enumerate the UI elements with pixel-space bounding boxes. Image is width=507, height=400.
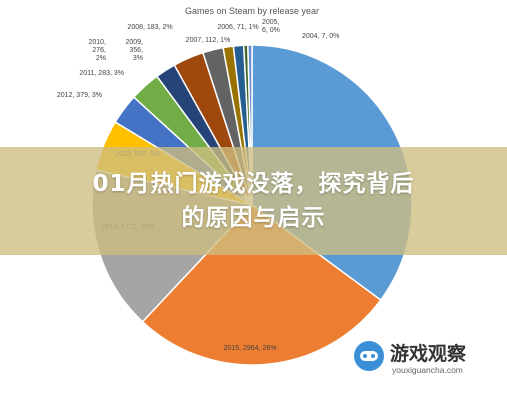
gamepad-icon — [354, 341, 384, 371]
watermark-name: 游戏观察 — [390, 343, 467, 365]
slice-label-2010: 2010, 276, 2% — [88, 39, 106, 62]
slice-label-2015: 2015, 2964, 26% — [224, 345, 277, 352]
slice-label-2011: 2011, 283, 3% — [79, 70, 124, 77]
slice-label-2012: 2012, 379, 3% — [57, 92, 102, 99]
watermark-url: youxiguancha.com — [392, 365, 463, 375]
slice-label-2009: 2009, 356, 3% — [125, 39, 143, 62]
chart-title: Games on Steam by release year — [185, 6, 319, 16]
slice-label-2005: 2005, 6, 0% — [262, 19, 280, 34]
slice-label-2007: 2007, 112, 1% — [186, 37, 231, 44]
slice-label-2006: 2006, 71, 1% — [217, 24, 258, 31]
headline-line-2: 的原因与启示 — [181, 205, 326, 231]
headline-banner: 01月热门游戏没落，探究背后 的原因与启示 — [0, 147, 507, 255]
site-watermark: 游戏观察 youxiguancha.com — [352, 335, 502, 383]
pie-slice-2015 — [141, 204, 382, 366]
slice-label-2004: 2004, 7, 0% — [302, 33, 339, 40]
headline-line-1: 01月热门游戏没落，探究背后 — [92, 171, 415, 197]
slice-label-2008: 2008, 183, 2% — [127, 24, 172, 31]
